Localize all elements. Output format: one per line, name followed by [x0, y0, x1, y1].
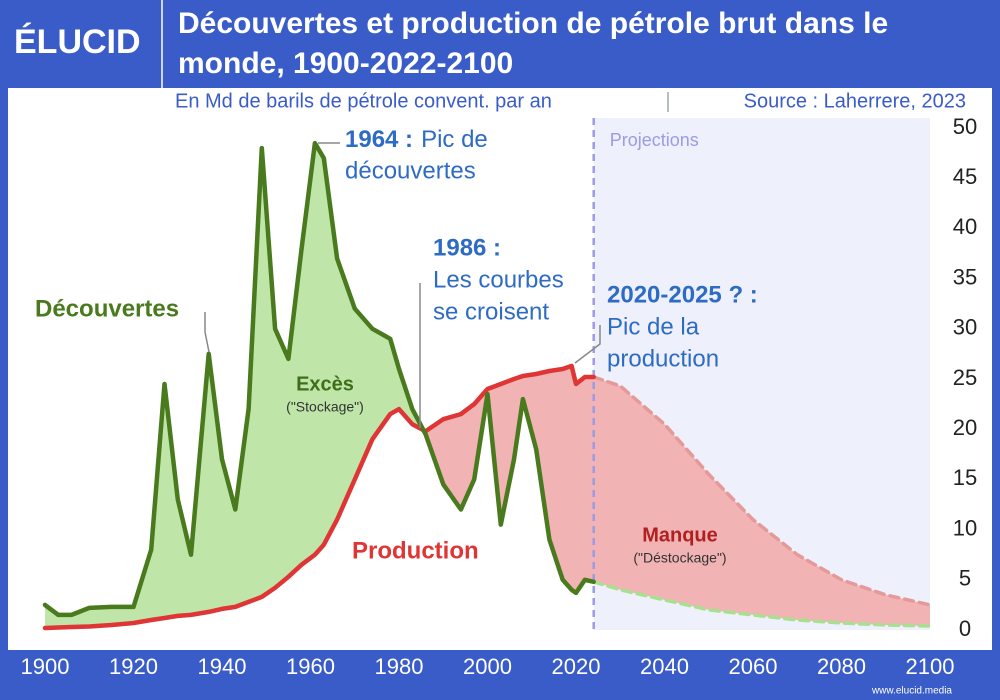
projection-label: Projections: [610, 130, 699, 150]
curve: [42, 363, 596, 631]
y-tick-label: 45: [953, 164, 977, 189]
y-tick-label: 20: [953, 415, 977, 440]
y-tick-label: 35: [953, 264, 977, 289]
y-tick-label: 10: [953, 515, 977, 540]
annotation-title: 2020-2025 ? :: [607, 281, 758, 308]
source: Source : Laherrere, 2023: [744, 90, 966, 112]
x-tick-label: 1980: [375, 654, 424, 679]
annotation-text: Les courbes: [433, 266, 564, 293]
x-tick-label: 2040: [640, 654, 689, 679]
annotation-title: 1964 :: [345, 126, 413, 153]
footer-url: www.elucid.media: [871, 686, 952, 697]
x-tick-label: 2080: [817, 654, 866, 679]
subtitle: En Md de barils de pétrole convent. par …: [175, 90, 552, 112]
x-tick-label: 1940: [198, 654, 247, 679]
annotation-text: découvertes: [345, 157, 476, 184]
annotation-title: 1986 :: [433, 234, 501, 261]
y-tick-label: 0: [959, 616, 971, 641]
x-tick-label: 1920: [109, 654, 158, 679]
area-label: Manque: [642, 524, 718, 546]
x-tick-label: 2000: [463, 654, 512, 679]
series-label: Découvertes: [35, 295, 179, 322]
y-tick-label: 30: [953, 315, 977, 340]
x-tick-label: 1900: [21, 654, 70, 679]
leader-line: [204, 312, 210, 353]
annotation-text: Pic de: [421, 126, 488, 153]
y-tick-label: 25: [953, 365, 977, 390]
annotation-text: se croisent: [433, 298, 549, 325]
excess-area: [45, 143, 930, 628]
y-tick-label: 5: [959, 566, 971, 591]
header-band: [0, 0, 1000, 88]
leader-line: [574, 325, 601, 364]
series-label: Production: [352, 537, 479, 564]
x-tick-label: 2100: [906, 654, 955, 679]
projection-curve: [591, 375, 932, 607]
y-tick-label: 15: [953, 465, 977, 490]
annotation-text: production: [607, 345, 719, 372]
logo: ÉLUCID: [14, 23, 141, 61]
curve: [42, 140, 596, 618]
area-sublabel: ("Déstockage"): [633, 550, 726, 566]
y-tick-label: 50: [953, 114, 977, 139]
title: Découvertes et production de pétrole bru…: [178, 7, 889, 80]
area-sublabel: ("Stockage"): [286, 399, 364, 415]
x-tick-label: 2020: [552, 654, 601, 679]
footer-band: [0, 650, 1000, 700]
x-tick-label: 1960: [286, 654, 335, 679]
area-label: Excès: [296, 373, 354, 395]
y-tick-label: 40: [953, 214, 977, 239]
annotation-text: Pic de la: [607, 313, 700, 340]
x-tick-label: 2060: [729, 654, 778, 679]
annotation: 1964 : Pic de: [345, 126, 488, 153]
plot: Projections 0 5 10 15 20 25 30 35 40 45 50 1900 1920 1…: [21, 114, 978, 679]
